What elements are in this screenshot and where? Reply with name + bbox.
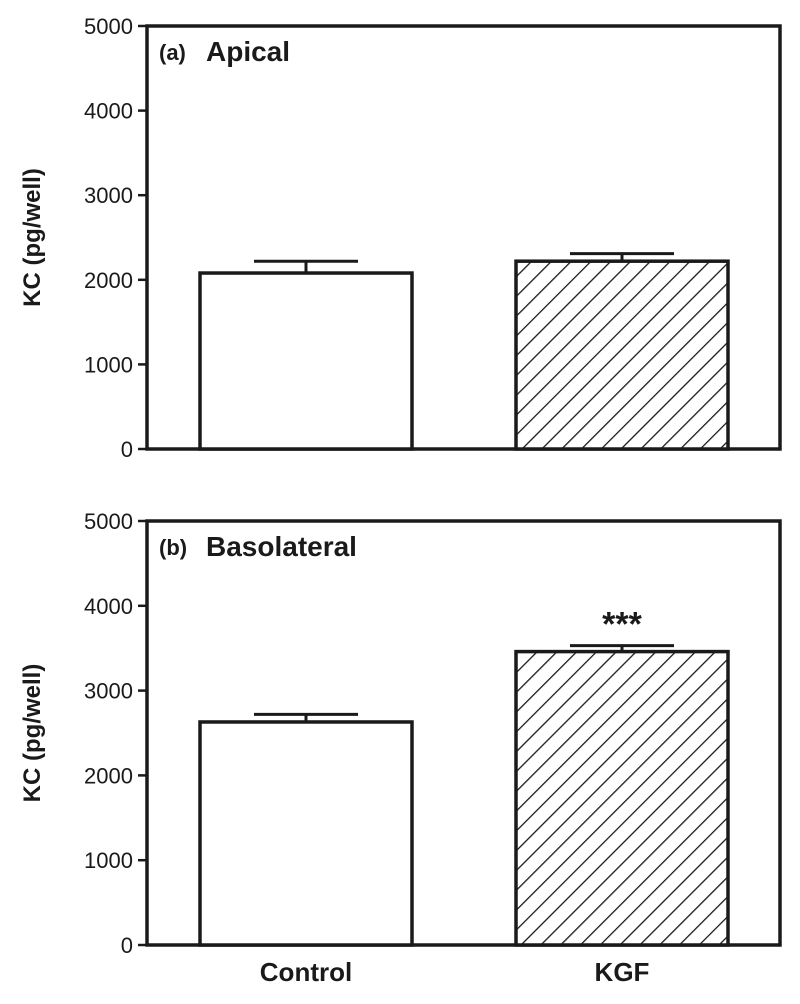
panel-a-label: (a) [159, 40, 186, 65]
panel-b-y-tick-label: 5000 [84, 509, 133, 534]
panel-b-title: Basolateral [206, 531, 357, 562]
panel-b-label: (b) [159, 535, 187, 560]
panel-a-bar-control [198, 271, 414, 451]
panel-a-y-tick-label: 2000 [84, 268, 133, 293]
panel-a-y-tick-label: 5000 [84, 14, 133, 39]
x-category-label-kgf: KGF [595, 957, 650, 987]
panel-b-plot-frame [145, 519, 782, 947]
panel-b-y-tick-label: 4000 [84, 594, 133, 619]
panel-b-significance-marker: *** [602, 606, 642, 644]
panel-a-bar-kgf [514, 259, 730, 451]
panel-a-y-tick-label: 3000 [84, 183, 133, 208]
panel-b-y-tick-label: 0 [121, 933, 133, 958]
panel-b-bar-control [198, 720, 414, 947]
panel-b-y-tick-label: 2000 [84, 763, 133, 788]
panel-a-y-axis-title: KC (pg/well) [19, 168, 46, 307]
panel-b-y-axis-title: KC (pg/well) [19, 664, 46, 803]
panel-b-bar-kgf [514, 649, 730, 947]
panel-b-y-tick-label: 1000 [84, 848, 133, 873]
panel-a-plot-frame [145, 24, 782, 451]
panel-a-y-tick-label: 4000 [84, 99, 133, 124]
panel-b-y-tick-label: 3000 [84, 679, 133, 704]
x-category-label-control: Control [260, 957, 352, 987]
panel-a-title: Apical [206, 36, 290, 67]
panel-a-y-tick-label: 0 [121, 437, 133, 462]
panel-a-y-tick-label: 1000 [84, 352, 133, 377]
